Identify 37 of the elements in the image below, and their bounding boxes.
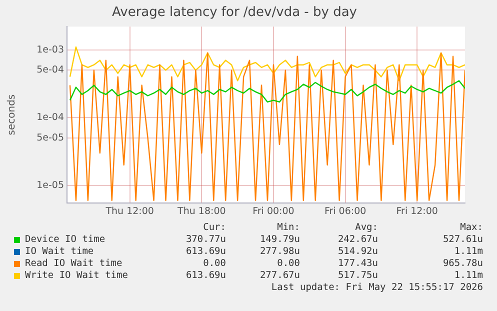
legend-label: Read IO Wait time — [25, 258, 122, 269]
text: 0.00 — [203, 258, 226, 269]
text: 613.69u — [186, 246, 226, 257]
y-tick-label: 5e-04 — [36, 64, 64, 76]
y-tick-label: 1e-04 — [36, 112, 64, 124]
legend-label: Device IO time — [25, 234, 106, 245]
x-tick-label: Thu 12:00 — [104, 206, 154, 218]
y-axis-title: seconds — [6, 94, 18, 136]
legend-label: Write IO Wait time — [25, 270, 128, 281]
text: Avg: — [355, 222, 378, 233]
text: 242.67u — [338, 234, 378, 245]
text: Min: — [277, 222, 300, 233]
text: 0.00 — [277, 258, 300, 269]
text: Cur: — [203, 222, 226, 233]
text: 1.11m — [454, 270, 483, 281]
text: Last update: Fri May 22 15:55:17 2026 — [271, 282, 483, 293]
x-tick-label: Fri 00:00 — [252, 206, 294, 218]
y-tick-label: 1e-05 — [36, 180, 64, 191]
text: 613.69u — [186, 270, 226, 281]
x-tick-label: Fri 12:00 — [396, 206, 438, 218]
text: 1.11m — [454, 246, 483, 257]
y-tick-label: 5e-05 — [36, 132, 64, 144]
text: 514.92u — [338, 246, 378, 257]
chart-title: Average latency for /dev/vda - by day — [112, 5, 358, 20]
text: 965.78u — [442, 258, 483, 269]
text: 527.61u — [442, 234, 483, 245]
text: 370.77u — [186, 234, 226, 245]
text: Max: — [460, 222, 483, 233]
x-tick-label: Thu 18:00 — [176, 206, 226, 218]
text: 277.67u — [260, 270, 300, 281]
text: 177.43u — [338, 258, 378, 269]
text: 149.79u — [260, 234, 300, 245]
legend-label: IO Wait time — [25, 246, 94, 257]
text: 517.75u — [338, 270, 378, 281]
text: 277.98u — [260, 246, 300, 257]
x-tick-label: Fri 06:00 — [324, 206, 366, 218]
y-tick-label: 1e-03 — [36, 44, 64, 56]
